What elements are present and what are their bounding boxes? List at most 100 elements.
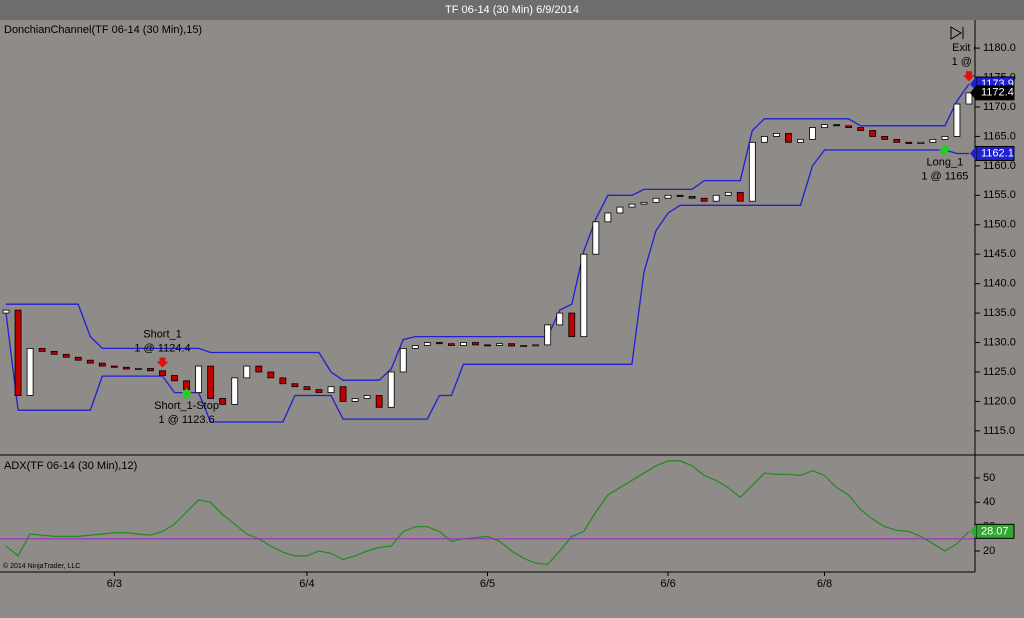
candle-body <box>339 386 347 402</box>
trade-fill: 1 @ 1165 <box>921 170 968 182</box>
value-box-pointer <box>970 77 976 92</box>
candle-body <box>556 312 564 326</box>
y-tick-label: 1155.0 <box>983 189 1016 201</box>
y-tick-label: 1150.0 <box>983 219 1016 231</box>
y-tick-label: 1160.0 <box>983 160 1016 172</box>
value-label: 1172.4 <box>981 87 1014 99</box>
y-tick-label: 1130.0 <box>983 336 1016 348</box>
candle-body <box>243 365 251 379</box>
candle-body <box>520 345 528 347</box>
trade-fill: 1 @ 1123.6 <box>158 414 214 426</box>
candle-body <box>881 136 889 140</box>
sell-arrow <box>156 357 169 368</box>
y-tick-label: 1115.0 <box>983 425 1015 437</box>
candle-body <box>628 203 636 208</box>
candle-body <box>592 221 600 255</box>
candle-body <box>26 348 34 396</box>
x-tick-label: 6/8 <box>817 578 832 590</box>
candle-body <box>736 191 744 202</box>
candle-body <box>484 344 491 347</box>
candle-body <box>62 353 70 358</box>
candle-body <box>411 345 419 349</box>
candle-body <box>327 386 335 393</box>
candle-body <box>580 253 588 338</box>
candle-body <box>748 141 756 202</box>
candle-body <box>532 344 540 347</box>
trade-name: Exit on <box>952 42 986 54</box>
candle-body <box>917 141 925 144</box>
trade-name: Short_1-Stop <box>154 400 219 412</box>
candle-body <box>447 343 455 346</box>
buy-arrow <box>180 388 193 399</box>
y-tick-label: 1145.0 <box>983 248 1016 260</box>
trade-fill: 1 @ 11 <box>952 56 987 68</box>
candle-body <box>772 133 780 137</box>
y-tick-label: 50 <box>983 472 995 484</box>
candle-body <box>460 342 467 346</box>
candle-body <box>98 362 106 367</box>
candle-body <box>267 371 275 379</box>
candle-body <box>207 365 215 399</box>
candle-body <box>640 201 648 205</box>
candle-body <box>303 386 311 391</box>
candle-body <box>953 103 961 137</box>
y-tick-label: 1125.0 <box>983 366 1016 378</box>
x-tick-label: 6/3 <box>107 578 122 590</box>
candle-body <box>195 365 203 393</box>
candle-body <box>616 206 624 214</box>
buy-arrow <box>938 144 951 155</box>
y-tick-label: 40 <box>983 496 995 508</box>
candle-body <box>159 370 166 376</box>
channel-lower <box>5 149 969 423</box>
candle-body <box>664 194 672 199</box>
candle-body <box>351 398 359 402</box>
candle-body <box>712 194 720 202</box>
y-tick-label: 1120.0 <box>983 395 1016 407</box>
candle-body <box>86 359 94 364</box>
panel-title: DonchianChannel(TF 06-14 (30 Min),15) <box>4 24 202 36</box>
x-tick-label: 6/4 <box>299 578 314 590</box>
candle-body <box>821 124 828 128</box>
candle-body <box>785 133 792 143</box>
candle-body <box>544 324 552 346</box>
candle-body <box>833 124 840 127</box>
candle-body <box>568 312 576 338</box>
candle-body <box>700 197 708 202</box>
skip-icon[interactable] <box>950 26 964 40</box>
candle-body <box>2 309 10 314</box>
y-tick-label: 1140.0 <box>983 278 1016 290</box>
candle-body <box>171 375 178 382</box>
x-tick-label: 6/5 <box>480 578 495 590</box>
candle-body <box>797 138 804 143</box>
skip-icon-shape[interactable] <box>950 26 964 40</box>
candle-body <box>435 342 443 345</box>
candle-body <box>231 377 239 405</box>
candle-body <box>965 92 973 105</box>
candle-body <box>50 350 58 355</box>
y-tick-label: 20 <box>983 545 995 557</box>
candle-body <box>387 371 395 408</box>
y-tick-label: 1135.0 <box>983 307 1016 319</box>
trade-name: Short_1 <box>143 328 182 340</box>
candle-body <box>869 130 877 137</box>
candle-body <box>676 194 684 197</box>
candle-body <box>760 136 768 143</box>
candle-body <box>135 368 142 370</box>
candle-body <box>399 348 407 373</box>
candle-body <box>279 377 287 385</box>
value-label: 28.07 <box>981 525 1009 537</box>
candle-body <box>508 343 515 347</box>
candle-body <box>255 365 263 373</box>
candle-body <box>315 389 323 393</box>
candle-body <box>604 212 612 223</box>
candle-body <box>929 138 937 143</box>
panel-title: ADX(TF 06-14 (30 Min),12) <box>4 460 137 472</box>
candle-body <box>809 127 816 140</box>
value-label: 1162.1 <box>981 147 1014 159</box>
candle-body <box>688 196 696 199</box>
y-tick-label: 1170.0 <box>983 101 1016 113</box>
candle-body <box>291 383 299 388</box>
candle-body <box>363 395 371 399</box>
